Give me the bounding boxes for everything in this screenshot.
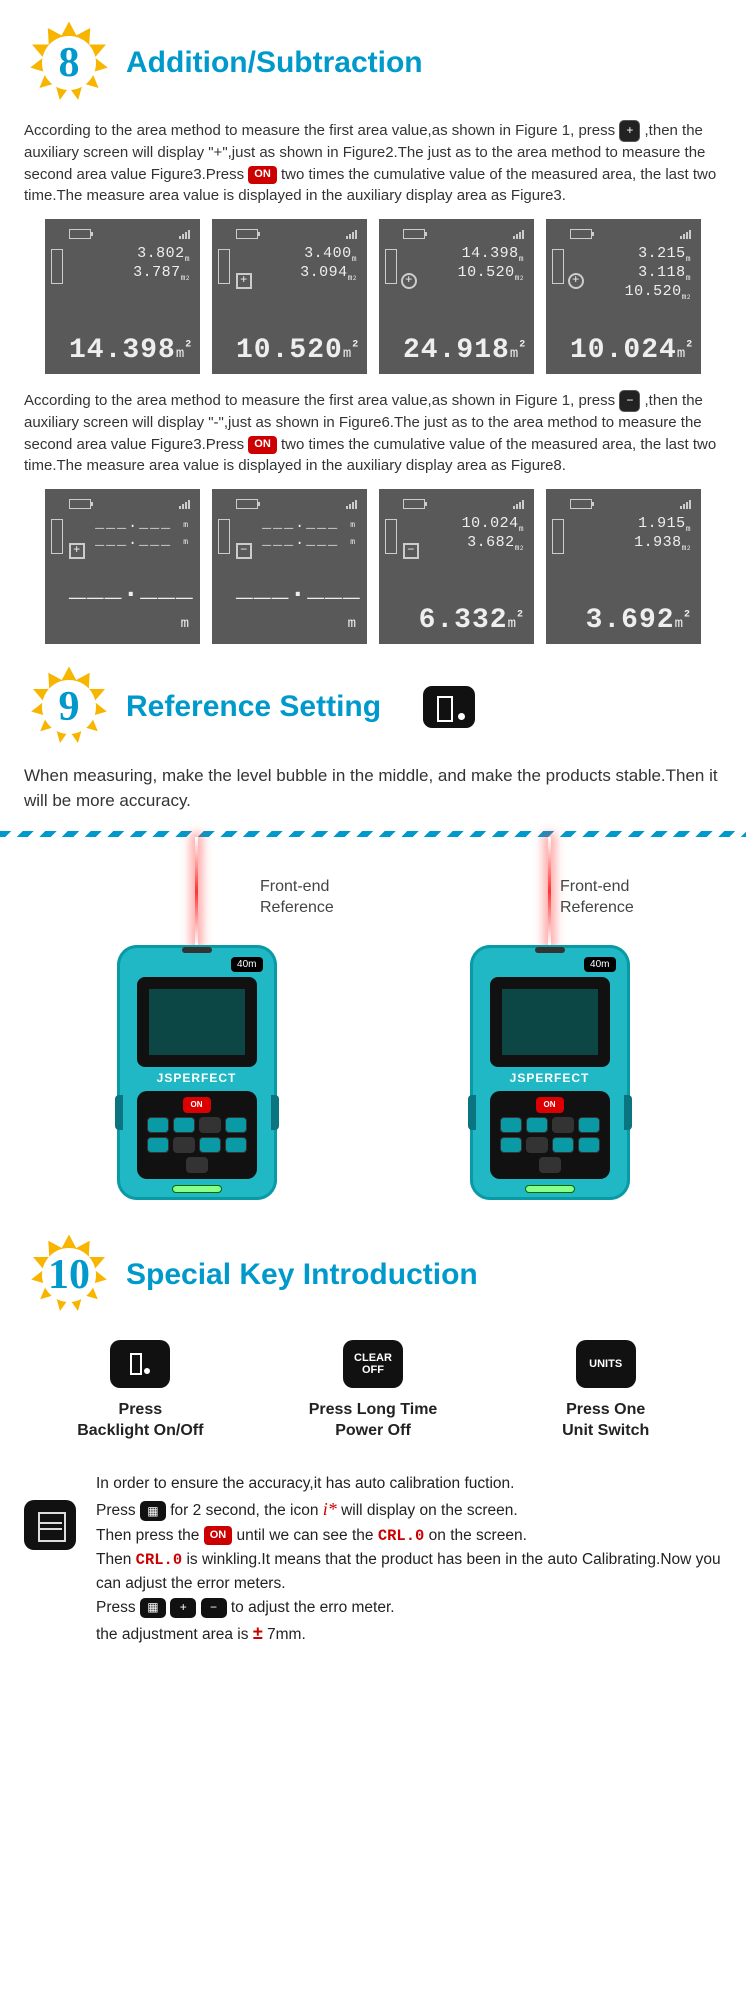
save-button-icon: ▦: [140, 1598, 166, 1618]
device-screen: [490, 977, 610, 1067]
section-9-header: 9 Reference Setting: [24, 662, 722, 752]
para1-text-a: According to the area method to measure …: [24, 122, 615, 139]
calibration-section: In order to ensure the accuracy,it has a…: [0, 1462, 746, 1678]
badge-9: 9: [24, 662, 114, 752]
i-star-icon: i*: [323, 1499, 337, 1519]
device-2: 40m JSPERFECT ON: [470, 945, 630, 1200]
key-label: Press Long Time Power Off: [257, 1400, 490, 1442]
calib-line-2: Press ▦ for 2 second, the icon i* will d…: [96, 1496, 722, 1524]
lcd-display: +14.398m10.520m2 24.918m2: [379, 219, 534, 374]
plusminus-icon: ±: [253, 1623, 263, 1643]
section-8-para-1: According to the area method to measure …: [24, 120, 722, 207]
section-10-header: 10 Special Key Introduction: [24, 1230, 722, 1320]
badge-10-number: 10: [48, 1251, 90, 1299]
calib-line-6: the adjustment area is ± 7mm.: [96, 1620, 722, 1648]
device-range-badge: 40m: [231, 957, 262, 972]
lcd-display: −10.024m3.682m2 6.332m2: [379, 489, 534, 644]
section-8: 8 Addition/Subtraction According to the …: [0, 18, 746, 644]
section-8-para-2: According to the area method to measure …: [24, 390, 722, 477]
device-brand: JSPERFECT: [125, 1071, 269, 1085]
device-keypad: ON: [490, 1091, 610, 1179]
device-on-button: ON: [183, 1097, 211, 1113]
badge-8-number: 8: [59, 39, 80, 87]
device-section: Front-end Reference Front-end Reference …: [0, 837, 746, 1200]
lcd-row-2: +___.___ m ___.___ m ___.___ m −___.___ …: [24, 489, 722, 644]
key-item: Press Backlight On/Off: [24, 1340, 257, 1442]
calib-line-1: In order to ensure the accuracy,it has a…: [96, 1472, 722, 1496]
lcd-display: 1.915m1.938m2 3.692m2: [546, 489, 701, 644]
reference-icon: [423, 686, 475, 728]
device-on-button: ON: [536, 1097, 564, 1113]
bubble-level: [525, 1185, 575, 1193]
minus-button-icon: −: [201, 1598, 227, 1618]
device-range-badge: 40m: [584, 957, 615, 972]
special-key-row: Press Backlight On/Off CLEAR OFF Press L…: [24, 1340, 722, 1442]
badge-9-number: 9: [59, 683, 80, 731]
bubble-level: [172, 1185, 222, 1193]
key-item: UNITS Press One Unit Switch: [489, 1340, 722, 1442]
key-label: Press One Unit Switch: [489, 1400, 722, 1442]
badge-10: 10: [24, 1230, 114, 1320]
calib-line-5: Press ▦ + − to adjust the erro meter.: [96, 1596, 722, 1620]
badge-8: 8: [24, 18, 114, 108]
lcd-display: +___.___ m ___.___ m ___.___ m: [45, 489, 200, 644]
lcd-display: +3.215m3.118m10.520m2 10.024m2: [546, 219, 701, 374]
key-label: Press Backlight On/Off: [24, 1400, 257, 1442]
device-col-2: 40m JSPERFECT ON: [470, 837, 630, 1200]
para2-text-a: According to the area method to measure …: [24, 392, 615, 409]
section-8-header: 8 Addition/Subtraction: [24, 18, 722, 108]
lcd-display: 3.802m3.787m2 14.398m2: [45, 219, 200, 374]
section-9-title: Reference Setting: [126, 690, 381, 724]
device-keypad: ON: [137, 1091, 257, 1179]
on-button-icon: ON: [248, 436, 277, 454]
section-10: 10 Special Key Introduction Press Backli…: [0, 1230, 746, 1442]
lcd-display: −___.___ m ___.___ m ___.___ m: [212, 489, 367, 644]
calibration-text: In order to ensure the accuracy,it has a…: [96, 1472, 722, 1648]
laser-beam: [195, 837, 198, 945]
laser-beam: [548, 837, 551, 945]
lcd-row-1: 3.802m3.787m2 14.398m2 +3.400m3.094m2 10…: [24, 219, 722, 374]
device-brand: JSPERFECT: [478, 1071, 622, 1085]
plus-button-icon: +: [170, 1598, 196, 1618]
save-button-icon: ▦: [140, 1501, 166, 1521]
crl-text: CRL.0: [378, 1527, 425, 1545]
calib-line-4: Then CRL.0 is winkling.It means that the…: [96, 1548, 722, 1596]
key-item: CLEAR OFF Press Long Time Power Off: [257, 1340, 490, 1442]
section-8-title: Addition/Subtraction: [126, 46, 423, 80]
plus-button-icon: +: [619, 120, 640, 141]
section-10-title: Special Key Introduction: [126, 1258, 478, 1292]
key-icon: [110, 1340, 170, 1388]
device-screen: [137, 977, 257, 1067]
minus-button-icon: −: [619, 390, 640, 411]
on-button-icon: ON: [248, 166, 277, 184]
on-button-icon: ON: [204, 1526, 233, 1545]
device-1: 40m JSPERFECT ON: [117, 945, 277, 1200]
key-icon: UNITS: [576, 1340, 636, 1388]
key-icon: CLEAR OFF: [343, 1340, 403, 1388]
calib-line-3: Then press the ON until we can see the C…: [96, 1524, 722, 1548]
save-icon: [24, 1500, 76, 1550]
crl-text: CRL.0: [136, 1551, 183, 1569]
lcd-display: +3.400m3.094m2 10.520m2: [212, 219, 367, 374]
section-9: 9 Reference Setting When measuring, make…: [0, 662, 746, 813]
device-col-1: 40m JSPERFECT ON: [117, 837, 277, 1200]
section-9-desc: When measuring, make the level bubble in…: [24, 764, 722, 813]
